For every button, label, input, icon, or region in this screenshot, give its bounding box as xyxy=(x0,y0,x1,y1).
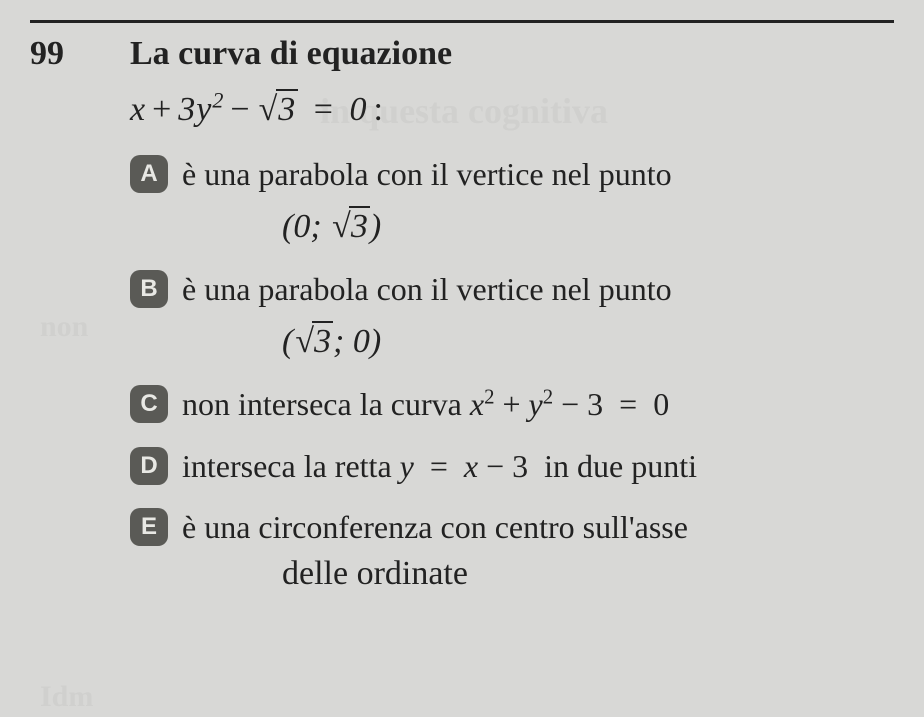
option-d[interactable]: D interseca la retta y = x − 3 in due pu… xyxy=(130,445,894,488)
question-title: La curva di equazione xyxy=(130,35,452,73)
option-e-subline: delle ordinate xyxy=(282,555,894,593)
option-text-d: interseca la retta y = x − 3 in due punt… xyxy=(182,445,697,488)
option-badge-b: B xyxy=(130,270,168,308)
option-badge-c: C xyxy=(130,385,168,423)
option-b[interactable]: B è una parabola con il vertice nel punt… xyxy=(130,268,894,311)
exercise-page: 99 La curva di equazione x+3y2−3 = 0: A … xyxy=(0,0,924,635)
top-rule xyxy=(30,20,894,23)
equation: x+3y2−3 = 0: xyxy=(130,91,894,129)
options-list: A è una parabola con il vertice nel punt… xyxy=(130,153,894,593)
option-a[interactable]: A è una parabola con il vertice nel punt… xyxy=(130,153,894,196)
ghost-text: Idm xyxy=(40,680,93,714)
option-text-c: non interseca la curva x2 + y2 − 3 = 0 xyxy=(182,383,669,426)
option-badge-d: D xyxy=(130,447,168,485)
option-text-b: è una parabola con il vertice nel punto xyxy=(182,268,672,311)
option-badge-e: E xyxy=(130,508,168,546)
option-text-e: è una circonferenza con centro sull'asse xyxy=(182,506,688,549)
question-header: 99 La curva di equazione xyxy=(30,35,894,73)
option-badge-a: A xyxy=(130,155,168,193)
option-text-a: è una parabola con il vertice nel punto xyxy=(182,153,672,196)
option-e[interactable]: E è una circonferenza con centro sull'as… xyxy=(130,506,894,549)
option-b-subline: (3; 0) xyxy=(282,323,894,361)
question-number: 99 xyxy=(30,35,130,73)
option-a-subline: (0; 3) xyxy=(282,208,894,246)
option-c[interactable]: C non interseca la curva x2 + y2 − 3 = 0 xyxy=(130,383,894,426)
